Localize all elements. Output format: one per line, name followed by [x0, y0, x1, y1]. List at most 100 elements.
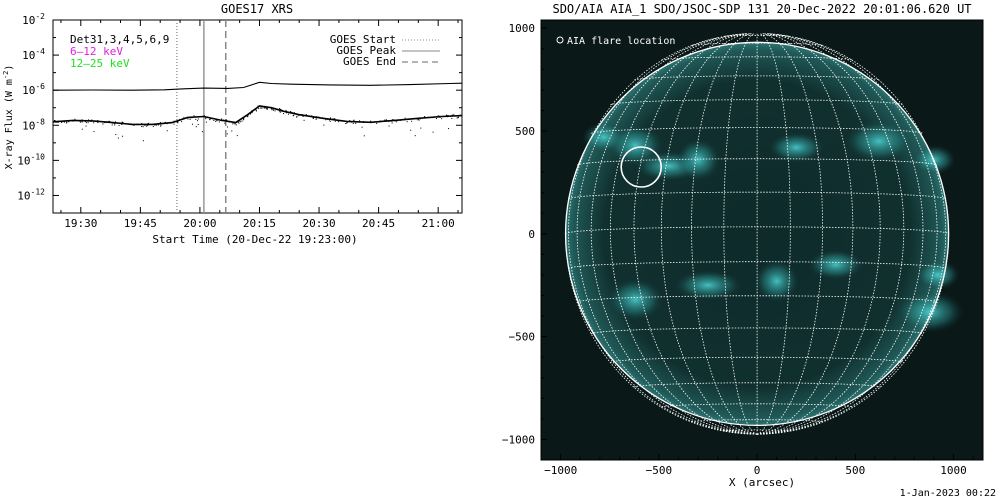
- goes-noise-point: [243, 118, 245, 120]
- goes-noise-point: [272, 109, 274, 111]
- goes-noise-point: [351, 121, 353, 123]
- goes-noise-point: [400, 119, 402, 121]
- goes-noise-point: [265, 107, 267, 109]
- goes-title: GOES17 XRS: [221, 2, 293, 16]
- goes-noise-point: [238, 122, 240, 124]
- goes-noise-point: [122, 135, 124, 137]
- goes-noise-point: [209, 118, 211, 120]
- goes-noise-point: [102, 123, 104, 125]
- goes-noise-point: [432, 131, 434, 133]
- goes-noise-point: [362, 121, 364, 123]
- grid-line: [757, 33, 938, 435]
- goes-noise-point: [376, 121, 378, 123]
- goes-noise-point: [347, 121, 349, 123]
- legend-flare-symbol: [556, 36, 564, 44]
- goes-noise-point: [194, 116, 196, 118]
- goes-y-tick-label: 10-8: [22, 117, 45, 132]
- goes-noise-point: [61, 122, 63, 124]
- goes-noise-point: [355, 122, 357, 124]
- goes-noise-point: [255, 110, 257, 112]
- goes-noise-point: [412, 118, 414, 120]
- legend-goes-peak: GOES Peak: [336, 44, 396, 57]
- goes-noise-point: [55, 121, 57, 123]
- goes-noise-point: [64, 121, 66, 123]
- goes-noise-point: [195, 118, 197, 120]
- aia-y-tick-labels: 1000 500 0 −500 −1000: [502, 22, 535, 446]
- goes-noise-point: [93, 122, 95, 124]
- goes-noise-point: [278, 108, 280, 110]
- goes-x-tick-label: 21:00: [422, 217, 455, 230]
- flare-location-marker: [620, 146, 662, 188]
- goes-noise-point: [311, 115, 313, 117]
- goes-noise-point: [79, 120, 81, 122]
- goes-noise-point: [93, 131, 95, 133]
- grid-line: [610, 356, 905, 363]
- goes-noise-point: [226, 126, 228, 128]
- goes-noise-point: [290, 111, 292, 113]
- goes-noise-point: [258, 107, 260, 109]
- goes-x-tick-label: 19:45: [124, 217, 157, 230]
- goes-noise-point: [66, 122, 68, 124]
- goes-noise-point: [189, 118, 191, 120]
- goes-y-tick-label: 10-4: [22, 47, 45, 62]
- legend-flare-location: AIA flare location: [567, 36, 675, 47]
- goes-noise-point: [453, 114, 455, 116]
- goes-noise-point: [154, 124, 156, 126]
- goes-noise-point: [160, 125, 162, 127]
- goes-noise-point: [346, 122, 348, 124]
- goes-noise-point: [303, 119, 305, 121]
- goes-noise-point: [260, 105, 262, 107]
- goes-noise-point: [404, 117, 406, 119]
- goes-noise-point: [446, 116, 448, 118]
- goes-noise-point: [54, 120, 56, 122]
- goes-noise-point: [411, 120, 413, 122]
- aia-x-tick-label: 0: [754, 464, 761, 477]
- goes-noise-point: [296, 115, 298, 117]
- goes-noise-point: [406, 121, 408, 123]
- goes-x-tick-label: 20:00: [183, 217, 216, 230]
- goes-y-tick-labels: 10-12 10-10 10-8 10-6 10-4 10-2: [17, 12, 45, 202]
- goes-noise-point: [302, 116, 304, 118]
- goes-noise-point: [238, 120, 240, 122]
- goes-noise-point: [87, 122, 89, 124]
- goes-noise-point: [121, 121, 123, 123]
- legend-6-12-kev: 6–12 keV: [70, 45, 123, 58]
- goes-noise-point: [436, 118, 438, 120]
- goes-noise-point: [391, 119, 393, 121]
- solar-limb: [564, 41, 950, 427]
- goes-noise-point: [318, 116, 320, 118]
- goes-noise-point: [371, 121, 373, 123]
- goes-noise-point: [270, 108, 272, 110]
- aia-y-tick-label: 0: [528, 228, 535, 241]
- goes-noise-point: [251, 112, 253, 114]
- goes-noise-point: [325, 119, 327, 121]
- goes-plot-frame: [52, 19, 463, 214]
- goes-noise-point: [133, 124, 135, 126]
- goes-noise-point: [155, 124, 157, 126]
- goes-noise-point: [457, 117, 459, 119]
- goes-noise-point: [152, 126, 154, 128]
- grid-line: [691, 33, 758, 435]
- goes-noise-point: [180, 119, 182, 121]
- goes-noise-point: [224, 122, 226, 124]
- goes-noise-point: [187, 118, 189, 120]
- grid-line: [757, 37, 947, 435]
- grid-line: [568, 191, 946, 200]
- goes-y-tick-label: 10-6: [22, 82, 45, 97]
- goes-noise-point: [112, 122, 114, 124]
- goes-noise-point: [355, 121, 357, 123]
- goes-noise-point: [301, 114, 303, 116]
- goes-noise-point: [257, 105, 259, 107]
- goes-noise-point: [292, 115, 294, 117]
- goes-noise-point: [236, 135, 238, 137]
- goes-noise-point: [283, 113, 285, 115]
- goes-legend-left: Det31,3,4,5,6,9 6–12 keV 12–25 keV: [70, 33, 169, 70]
- goes-noise-point: [352, 122, 354, 124]
- goes-noise-point: [81, 119, 83, 121]
- goes-series: [52, 81, 463, 142]
- aia-x-axis-label: X (arcsec): [729, 476, 795, 489]
- goes-noise-point: [274, 108, 276, 110]
- goes-noise-point: [211, 118, 213, 120]
- grid-line: [757, 33, 924, 435]
- goes-noise-point: [205, 121, 207, 123]
